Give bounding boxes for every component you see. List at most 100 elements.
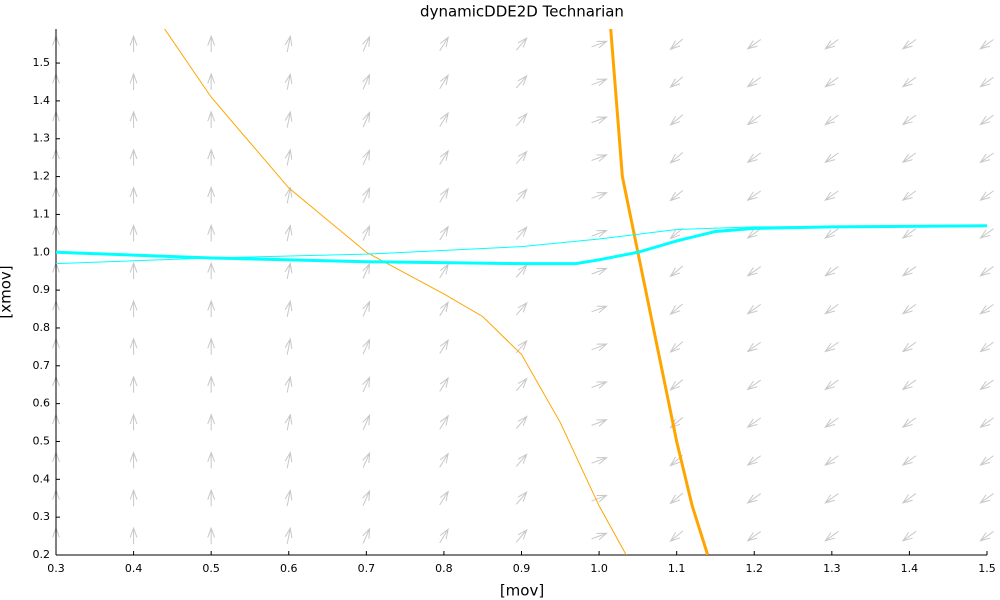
field-arrow (207, 110, 216, 128)
field-arrow (824, 39, 839, 50)
field-arrow (362, 73, 371, 90)
field-arrow (824, 190, 839, 202)
field-arrow (746, 493, 762, 504)
field-arrow (284, 488, 293, 507)
field-arrow (439, 149, 449, 165)
field-arrow (284, 34, 293, 53)
field-arrow (362, 376, 371, 393)
field-arrow (515, 415, 528, 429)
field-arrow (591, 494, 608, 503)
x-tick-label: 0.8 (435, 562, 453, 575)
field-arrow (979, 379, 994, 391)
x-tick-label: 0.9 (513, 562, 531, 575)
field-arrow (669, 76, 684, 89)
field-arrow (746, 228, 762, 239)
field-arrow (439, 301, 449, 317)
field-arrow (591, 267, 608, 276)
field-arrow (979, 190, 994, 202)
field-arrow (515, 528, 528, 543)
field-arrow (362, 413, 371, 431)
y-tick-label: 1.0 (33, 245, 51, 258)
field-arrow (746, 114, 762, 126)
x-tick-label: 1.4 (901, 562, 919, 575)
x-tick-label: 0.6 (280, 562, 298, 575)
field-arrow (129, 337, 138, 355)
field-arrow (362, 35, 371, 52)
chart-title: dynamicDDE2D Technarian (420, 3, 624, 21)
field-arrow (515, 264, 528, 278)
y-tick-label: 1.1 (33, 207, 51, 220)
x-tick-label: 1.1 (668, 562, 686, 575)
field-arrow (591, 305, 608, 314)
field-arrow (979, 341, 994, 353)
field-arrow (515, 226, 528, 240)
field-arrow (439, 376, 449, 392)
field-arrow (207, 337, 216, 355)
field-arrow (979, 303, 994, 315)
field-arrow (129, 186, 138, 204)
field-arrow (901, 39, 917, 50)
y-tick-label: 0.3 (33, 510, 51, 523)
y-tick-label: 0.5 (33, 434, 51, 447)
field-arrow (129, 299, 138, 318)
field-arrow (207, 72, 216, 90)
field-arrow (746, 39, 762, 50)
y-tick-label: 0.2 (33, 548, 51, 561)
field-arrow (207, 413, 216, 431)
field-arrow (669, 189, 684, 202)
field-arrow (439, 338, 449, 354)
field-arrow (824, 228, 839, 239)
field-arrow (824, 531, 839, 542)
field-arrow (979, 531, 994, 542)
field-arrow (362, 224, 371, 241)
field-arrow (824, 379, 839, 391)
field-arrow (515, 112, 528, 127)
field-arrow (901, 228, 917, 239)
field-arrow (669, 379, 684, 391)
field-arrow (591, 230, 608, 238)
field-arrow (284, 526, 293, 545)
field-arrow (591, 40, 608, 49)
field-arrow (362, 111, 371, 128)
field-arrow (207, 375, 216, 393)
y-tick-label: 1.2 (33, 170, 51, 183)
field-arrow (129, 488, 138, 507)
field-arrow (515, 377, 528, 392)
field-arrow (591, 192, 608, 200)
field-arrow (284, 451, 293, 469)
field-arrow (439, 73, 449, 90)
field-arrow (901, 417, 917, 429)
field-arrow (129, 34, 138, 53)
field-arrow (439, 528, 449, 544)
curve (164, 29, 627, 555)
field-arrow (746, 531, 762, 542)
field-arrow (207, 450, 216, 469)
field-arrow (901, 114, 917, 126)
field-arrow (362, 338, 371, 355)
field-arrow (439, 414, 449, 430)
field-arrow (284, 413, 293, 431)
field-arrow (515, 150, 528, 165)
field-arrow (515, 453, 528, 467)
field-arrow (207, 261, 216, 280)
y-tick-label: 0.7 (33, 359, 51, 372)
field-arrow (207, 34, 216, 53)
field-arrow (669, 152, 684, 164)
x-tick-label: 0.4 (125, 562, 143, 575)
field-arrow (824, 152, 839, 164)
field-arrow (901, 76, 917, 88)
field-arrow (591, 419, 608, 427)
y-tick-label: 0.6 (33, 397, 51, 410)
field-arrow (979, 39, 994, 50)
field-arrow (207, 526, 216, 545)
field-arrow (746, 379, 762, 391)
field-arrow (669, 265, 684, 278)
field-arrow (591, 457, 608, 465)
field-arrow (362, 262, 371, 279)
y-tick-label: 0.9 (33, 283, 51, 296)
curve (56, 224, 987, 266)
field-arrow (129, 375, 138, 393)
field-arrow (979, 114, 994, 126)
field-arrow (284, 299, 293, 317)
